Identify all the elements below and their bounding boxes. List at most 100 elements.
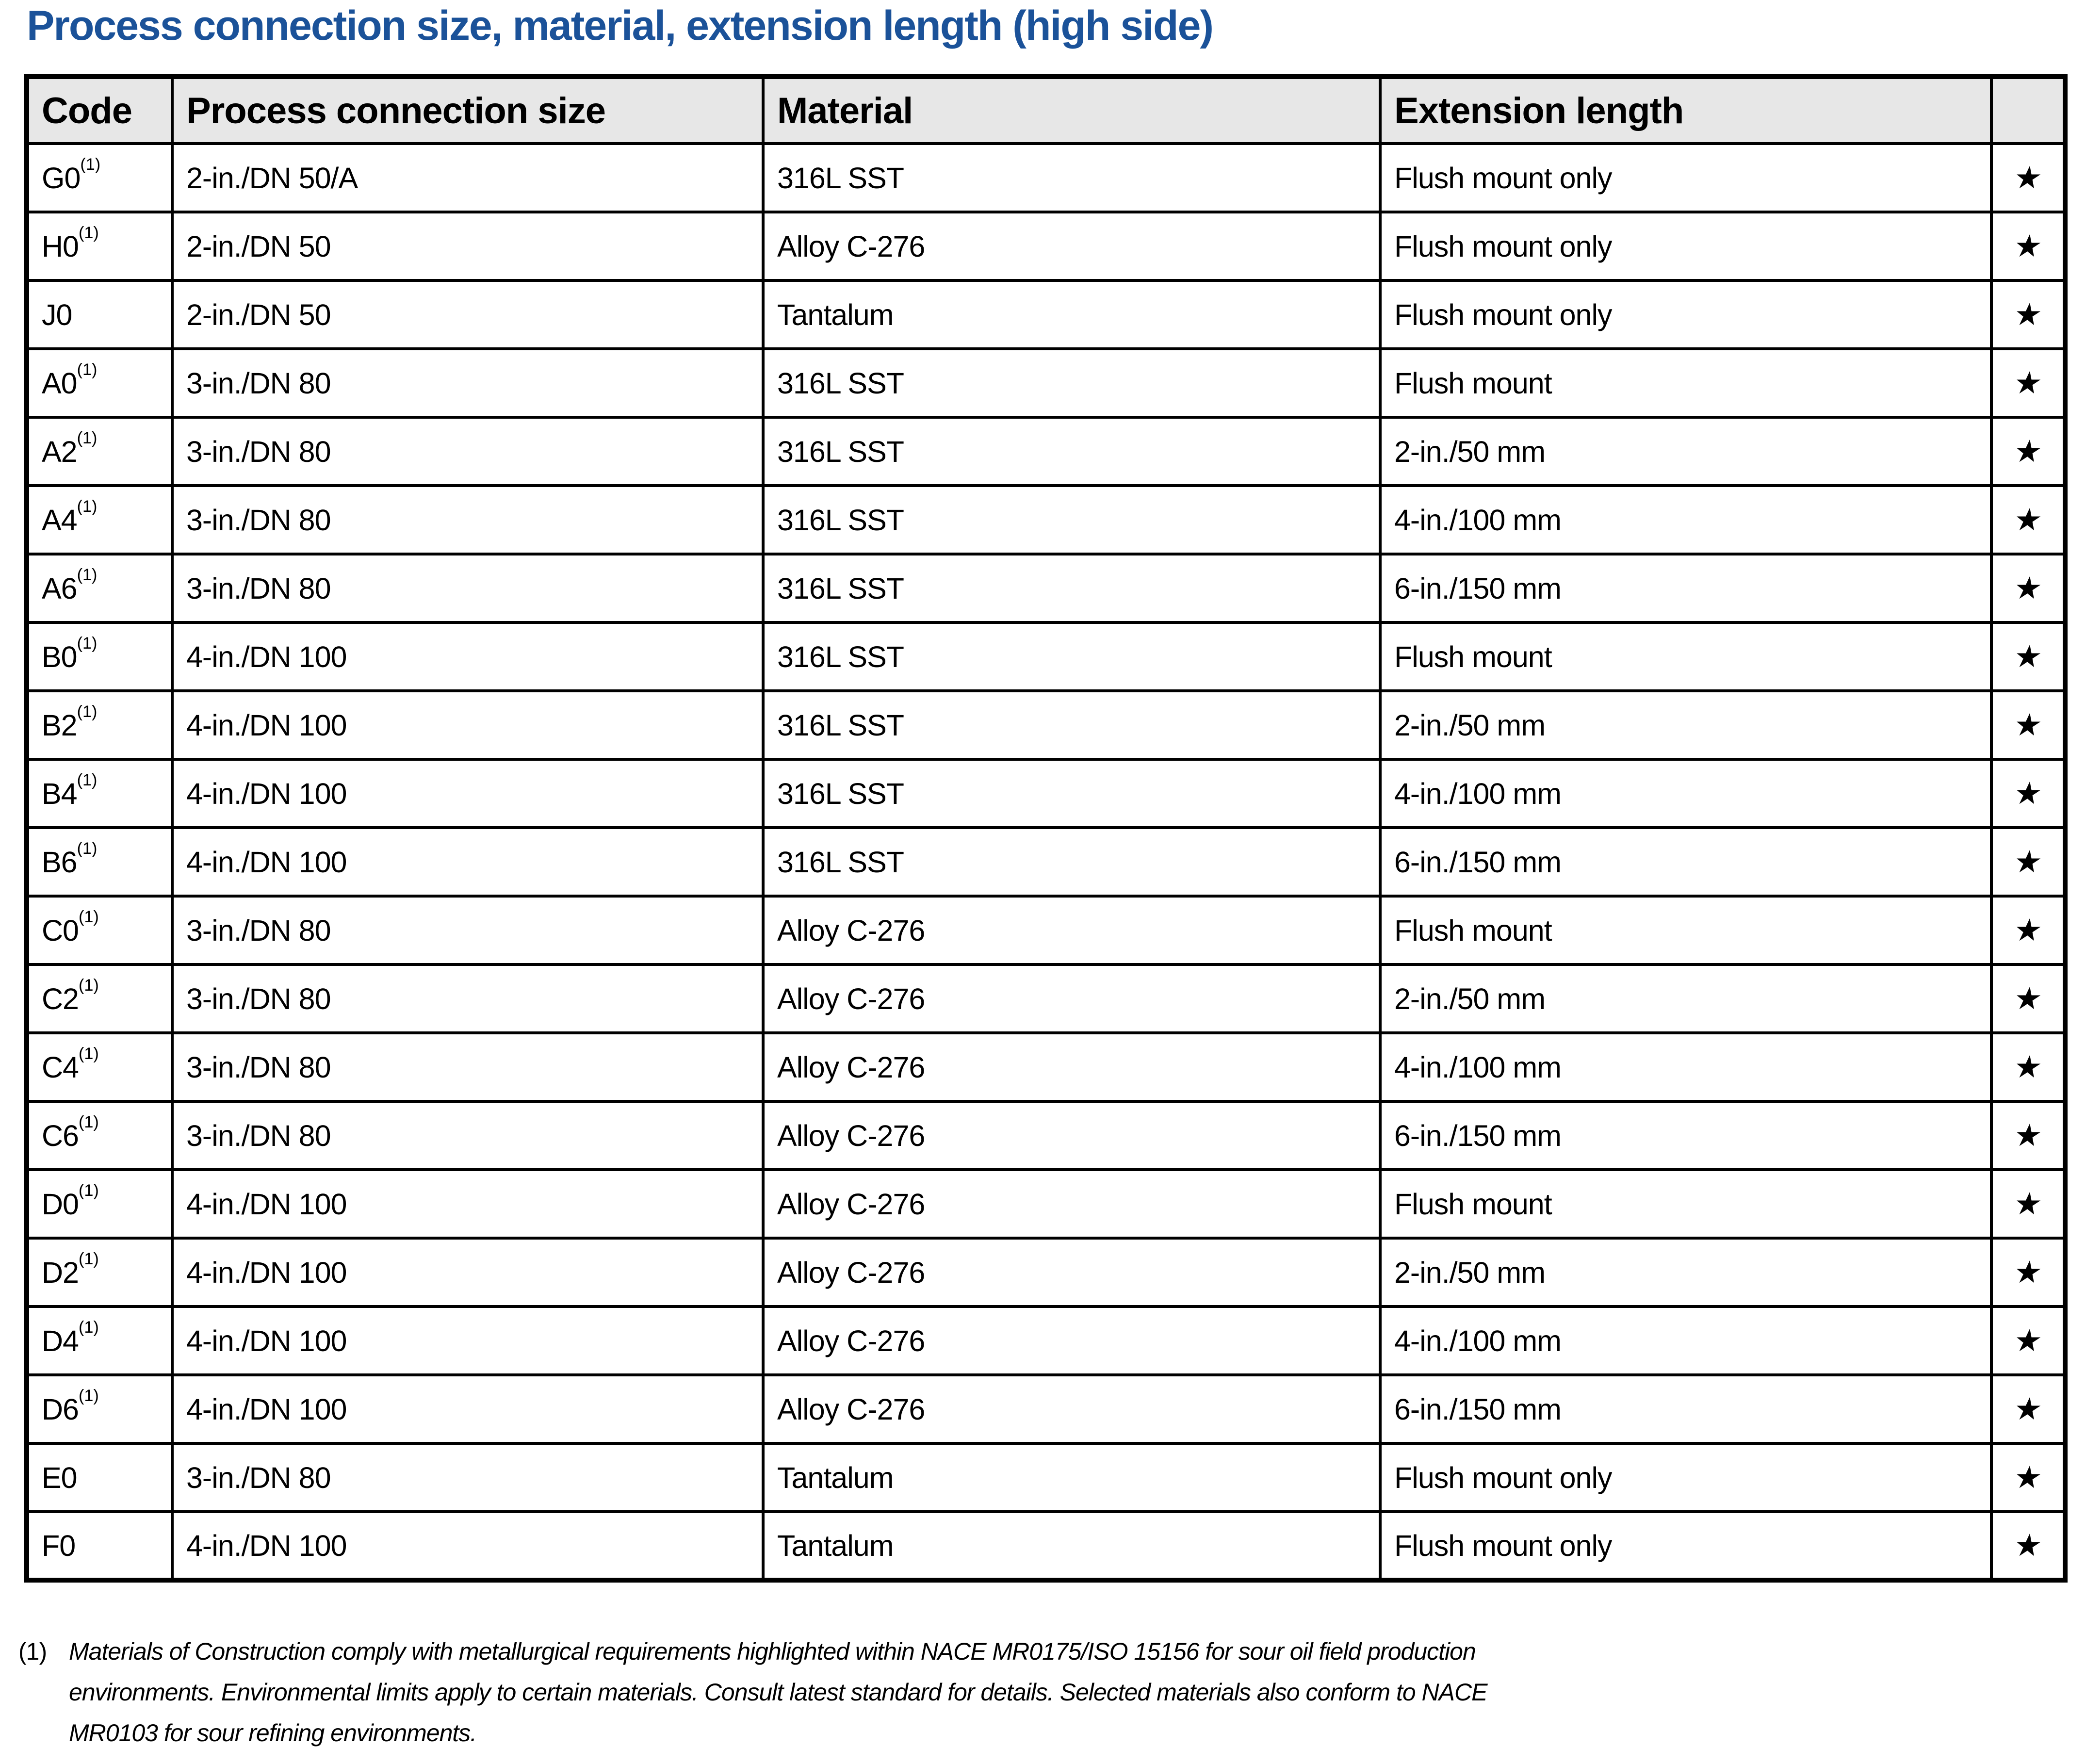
- star-icon: ★: [2011, 1459, 2044, 1496]
- table-row: B0(1) 4-in./DN 100 316L SST Flush mount ★: [25, 621, 2067, 692]
- footnote-ref: (1): [77, 839, 98, 858]
- table-row: B4(1) 4-in./DN 100 316L SST 4-in./100 mm ★: [25, 758, 2067, 829]
- process-connection-size-cell: 4-in./DN 100: [171, 758, 765, 829]
- material-cell: 316L SST: [762, 826, 1382, 898]
- material-cell: Alloy C-276: [762, 211, 1382, 282]
- process-connection-size-cell: 3-in./DN 80: [171, 416, 765, 487]
- footnote-ref: (1): [78, 976, 99, 995]
- code-cell: G0(1): [25, 142, 174, 213]
- table-row: B2(1) 4-in./DN 100 316L SST 2-in./50 mm ★: [25, 689, 2067, 761]
- material-cell: Tantalum: [762, 1510, 1382, 1582]
- footnote-ref: (1): [78, 1386, 99, 1405]
- table-row: C2(1) 3-in./DN 80 Alloy C-276 2-in./50 mm ★: [25, 963, 2067, 1034]
- code-cell: A4(1): [25, 484, 174, 555]
- table-row: G0(1) 2-in./DN 50/A 316L SST Flush mount on…: [25, 142, 2067, 213]
- footnote-ref: (1): [77, 497, 98, 516]
- process-connection-size-cell: 4-in./DN 100: [171, 1168, 765, 1240]
- process-connection-size-cell: 3-in./DN 80: [171, 1442, 765, 1513]
- footnote-text: Materials of Construction comply with me…: [69, 1631, 1487, 1753]
- star-icon: ★: [2011, 638, 2044, 675]
- footnote-ref: (1): [78, 1044, 99, 1063]
- material-cell: Alloy C-276: [762, 1168, 1382, 1240]
- star-icon: ★: [2011, 570, 2044, 606]
- code-cell: H0(1): [25, 211, 174, 282]
- code-cell: A0(1): [25, 347, 174, 419]
- material-cell: Alloy C-276: [762, 1237, 1382, 1308]
- footnote-ref: (1): [77, 770, 98, 789]
- process-connection-size-cell: 2-in./DN 50: [171, 211, 765, 282]
- extension-length-cell: Flush mount only: [1379, 1442, 1993, 1513]
- material-cell: Alloy C-276: [762, 1373, 1382, 1445]
- star-cell: ★: [1990, 963, 2067, 1034]
- extension-length-cell: 2-in./50 mm: [1379, 689, 1993, 761]
- extension-length-cell: Flush mount only: [1379, 279, 1993, 350]
- code-cell: B0(1): [25, 621, 174, 692]
- extension-length-cell: Flush mount: [1379, 621, 1993, 692]
- star-icon: ★: [2011, 775, 2044, 812]
- star-icon: ★: [2011, 912, 2044, 948]
- footnote-line: Materials of Construction comply with me…: [69, 1638, 1476, 1665]
- code-cell: F0: [25, 1510, 174, 1582]
- star-icon: ★: [2011, 1527, 2044, 1564]
- table-row: B6(1) 4-in./DN 100 316L SST 6-in./150 mm ★: [25, 826, 2067, 898]
- star-cell: ★: [1990, 1373, 2067, 1445]
- process-connection-table: Code Process connection size Material Ex…: [24, 74, 2068, 1583]
- footnote: (1) Materials of Construction comply wit…: [18, 1631, 2075, 1753]
- footnote-ref: (1): [78, 1318, 99, 1337]
- table-row: C4(1) 3-in./DN 80 Alloy C-276 4-in./100 mm ★: [25, 1031, 2067, 1103]
- code-cell: C2(1): [25, 963, 174, 1034]
- table-row: A4(1) 3-in./DN 80 316L SST 4-in./100 mm ★: [25, 484, 2067, 555]
- code-cell: C0(1): [25, 895, 174, 966]
- process-connection-size-cell: 4-in./DN 100: [171, 1237, 765, 1308]
- star-cell: ★: [1990, 826, 2067, 898]
- table-row: J0 2-in./DN 50 Tantalum Flush mount only ★: [25, 279, 2067, 350]
- code-cell: A6(1): [25, 553, 174, 624]
- process-connection-size-cell: 4-in./DN 100: [171, 1305, 765, 1376]
- code-cell: A2(1): [25, 416, 174, 487]
- material-cell: 316L SST: [762, 416, 1382, 487]
- footnote-ref: (1): [77, 702, 98, 721]
- process-connection-size-cell: 3-in./DN 80: [171, 484, 765, 555]
- extension-length-cell: Flush mount only: [1379, 1510, 1993, 1582]
- code-cell: C4(1): [25, 1031, 174, 1103]
- column-header-availability: [1990, 75, 2067, 145]
- table-row: F0 4-in./DN 100 Tantalum Flush mount only ★: [25, 1510, 2067, 1582]
- material-cell: 316L SST: [762, 621, 1382, 692]
- star-icon: ★: [2011, 296, 2044, 333]
- extension-length-cell: 4-in./100 mm: [1379, 1031, 1993, 1103]
- material-cell: Alloy C-276: [762, 1100, 1382, 1171]
- code-cell: D4(1): [25, 1305, 174, 1376]
- page-title: Process connection size, material, exten…: [27, 2, 1214, 49]
- column-header-code: Code: [25, 75, 174, 145]
- footnote-ref: (1): [78, 907, 99, 926]
- extension-length-cell: Flush mount only: [1379, 142, 1993, 213]
- footnote-ref: (1): [78, 1112, 99, 1131]
- table-row: D0(1) 4-in./DN 100 Alloy C-276 Flush mount ★: [25, 1168, 2067, 1240]
- star-icon: ★: [2011, 1049, 2044, 1085]
- footnote-ref: (1): [78, 1249, 99, 1268]
- star-icon: ★: [2011, 160, 2044, 196]
- star-cell: ★: [1990, 1305, 2067, 1376]
- material-cell: Alloy C-276: [762, 1305, 1382, 1376]
- process-connection-size-cell: 3-in./DN 80: [171, 553, 765, 624]
- extension-length-cell: 4-in./100 mm: [1379, 758, 1993, 829]
- footnote-ref: (1): [80, 155, 101, 174]
- star-cell: ★: [1990, 211, 2067, 282]
- material-cell: 316L SST: [762, 758, 1382, 829]
- extension-length-cell: Flush mount: [1379, 1168, 1993, 1240]
- star-icon: ★: [2011, 365, 2044, 401]
- footnote-ref: (1): [77, 565, 98, 584]
- table-row: E0 3-in./DN 80 Tantalum Flush mount only ★: [25, 1442, 2067, 1513]
- extension-length-cell: 6-in./150 mm: [1379, 553, 1993, 624]
- star-cell: ★: [1990, 279, 2067, 350]
- code-cell: D0(1): [25, 1168, 174, 1240]
- extension-length-cell: 4-in./100 mm: [1379, 1305, 1993, 1376]
- extension-length-cell: Flush mount: [1379, 347, 1993, 419]
- process-connection-size-cell: 4-in./DN 100: [171, 826, 765, 898]
- footnote-line: environments. Environmental limits apply…: [69, 1679, 1487, 1706]
- material-cell: 316L SST: [762, 553, 1382, 624]
- extension-length-cell: Flush mount only: [1379, 211, 1993, 282]
- material-cell: 316L SST: [762, 484, 1382, 555]
- code-cell: D2(1): [25, 1237, 174, 1308]
- process-connection-size-cell: 2-in./DN 50/A: [171, 142, 765, 213]
